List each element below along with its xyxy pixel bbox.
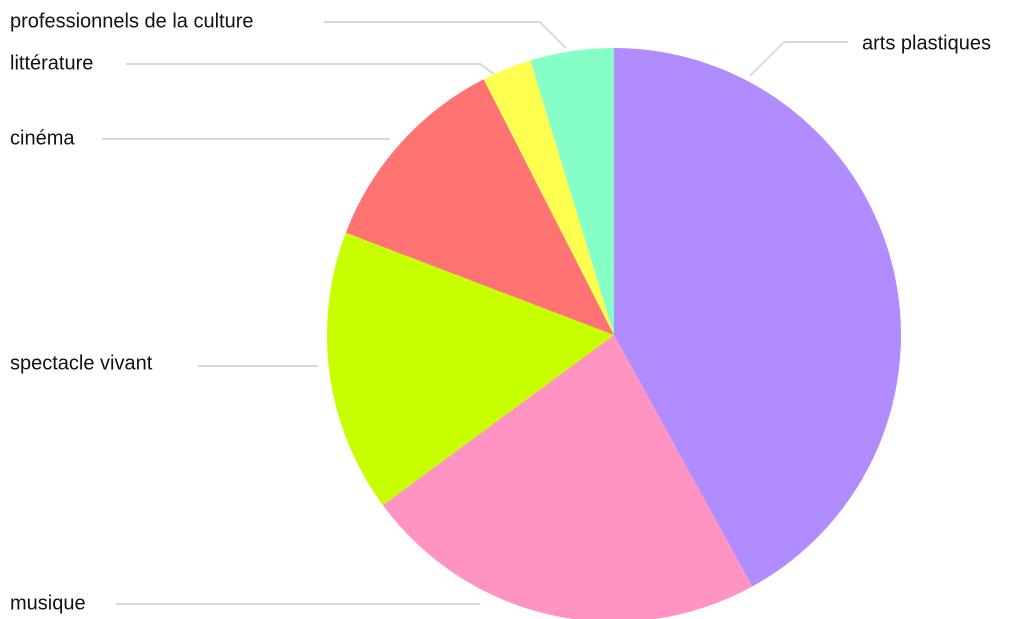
slice-label-arts-plastiques: arts plastiques bbox=[862, 32, 991, 54]
slice-label-cinema: cinéma bbox=[10, 127, 75, 149]
pie-slice-cinema[interactable] bbox=[345, 79, 614, 335]
pie-slice-litterature[interactable] bbox=[483, 60, 614, 336]
slice-label-professionnels-de-la-culture: professionnels de la culture bbox=[10, 10, 253, 32]
pie-slice-spectacle-vivant[interactable] bbox=[327, 232, 614, 506]
leader-line-professionnels-de-la-culture bbox=[324, 21, 567, 49]
slice-label-spectacle-vivant: spectacle vivant bbox=[10, 352, 153, 374]
labels-layer: arts plastiques musique spectacle vivant ci… bbox=[10, 10, 991, 614]
slice-label-musique: musique bbox=[10, 592, 86, 614]
leader-line-litterature bbox=[126, 63, 495, 75]
slice-label-litterature: littérature bbox=[10, 52, 93, 74]
pie-slice-musique[interactable] bbox=[382, 335, 753, 619]
slices-layer bbox=[327, 48, 901, 619]
leader-line-arts-plastiques bbox=[749, 41, 848, 77]
pie-slice-professionnels-de-la-culture[interactable] bbox=[530, 48, 614, 335]
leader-lines-layer bbox=[102, 21, 848, 605]
pie-slice-arts-plastiques[interactable] bbox=[614, 48, 901, 587]
